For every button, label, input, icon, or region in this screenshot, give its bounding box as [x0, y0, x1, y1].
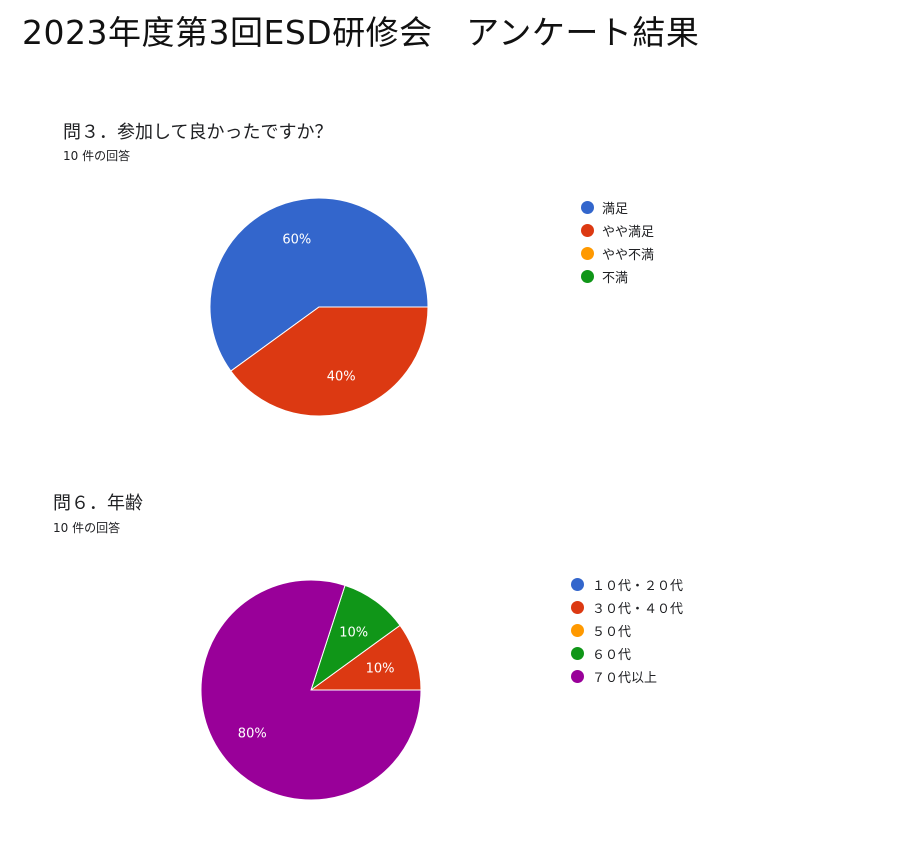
pie-chart-q3: 60% 40% [209, 197, 429, 417]
legend-item: ５０代 [571, 619, 683, 642]
slice-percent-label: 60% [282, 233, 311, 248]
legend-item: １０代・２０代 [571, 573, 683, 596]
chart-title: 問３．参加して良かったですか？ [63, 122, 333, 143]
legend-label: やや満足 [602, 225, 655, 240]
pie-slice-1 [209, 197, 429, 372]
legend-label: １０代・２０代 [592, 579, 684, 594]
legend-color-dot [581, 201, 594, 214]
legend-color-dot [571, 601, 584, 614]
pie-slice-2 [230, 306, 429, 417]
legend-item: ６０代 [571, 642, 683, 665]
legend-label: ６０代 [592, 648, 632, 663]
legend-item: やや満足 [581, 219, 654, 242]
pie-slice-5 [200, 579, 422, 801]
chart-legend: 満足やや満足やや不満不満 [581, 196, 654, 288]
legend-color-dot [571, 624, 584, 637]
legend-label: ３０代・４０代 [592, 602, 684, 617]
pie-chart-q6: 10% 10% 80% [200, 579, 422, 801]
legend-item: やや不満 [581, 242, 654, 265]
legend-label: ７０代以上 [592, 671, 658, 686]
legend-color-dot [571, 578, 584, 591]
legend-item: ７０代以上 [571, 665, 683, 688]
legend-color-dot [571, 647, 584, 660]
legend-label: 不満 [602, 271, 629, 286]
legend-label: ５０代 [592, 625, 632, 640]
legend-item: 不満 [581, 265, 654, 288]
legend-color-dot [571, 670, 584, 683]
chart-title: 問６．年齢 [53, 493, 143, 514]
response-count: 10 件の回答 [53, 521, 121, 535]
slice-percent-label: 10% [366, 662, 395, 677]
response-count: 10 件の回答 [63, 149, 131, 163]
legend-item: ３０代・４０代 [571, 596, 683, 619]
legend-color-dot [581, 224, 594, 237]
legend-item: 満足 [581, 196, 654, 219]
legend-color-dot [581, 270, 594, 283]
legend-color-dot [581, 247, 594, 260]
slice-percent-label: 80% [238, 727, 267, 742]
slice-percent-label: 40% [327, 369, 356, 384]
chart-legend: １０代・２０代 ３０代・４０代 ５０代 ６０代 ７０代以上 [571, 573, 683, 688]
legend-label: やや不満 [602, 248, 655, 263]
legend-label: 満足 [602, 202, 629, 217]
slice-percent-label: 10% [339, 625, 368, 640]
page-title: 2023年度第3回ESD研修会 アンケート結果 [22, 13, 700, 52]
